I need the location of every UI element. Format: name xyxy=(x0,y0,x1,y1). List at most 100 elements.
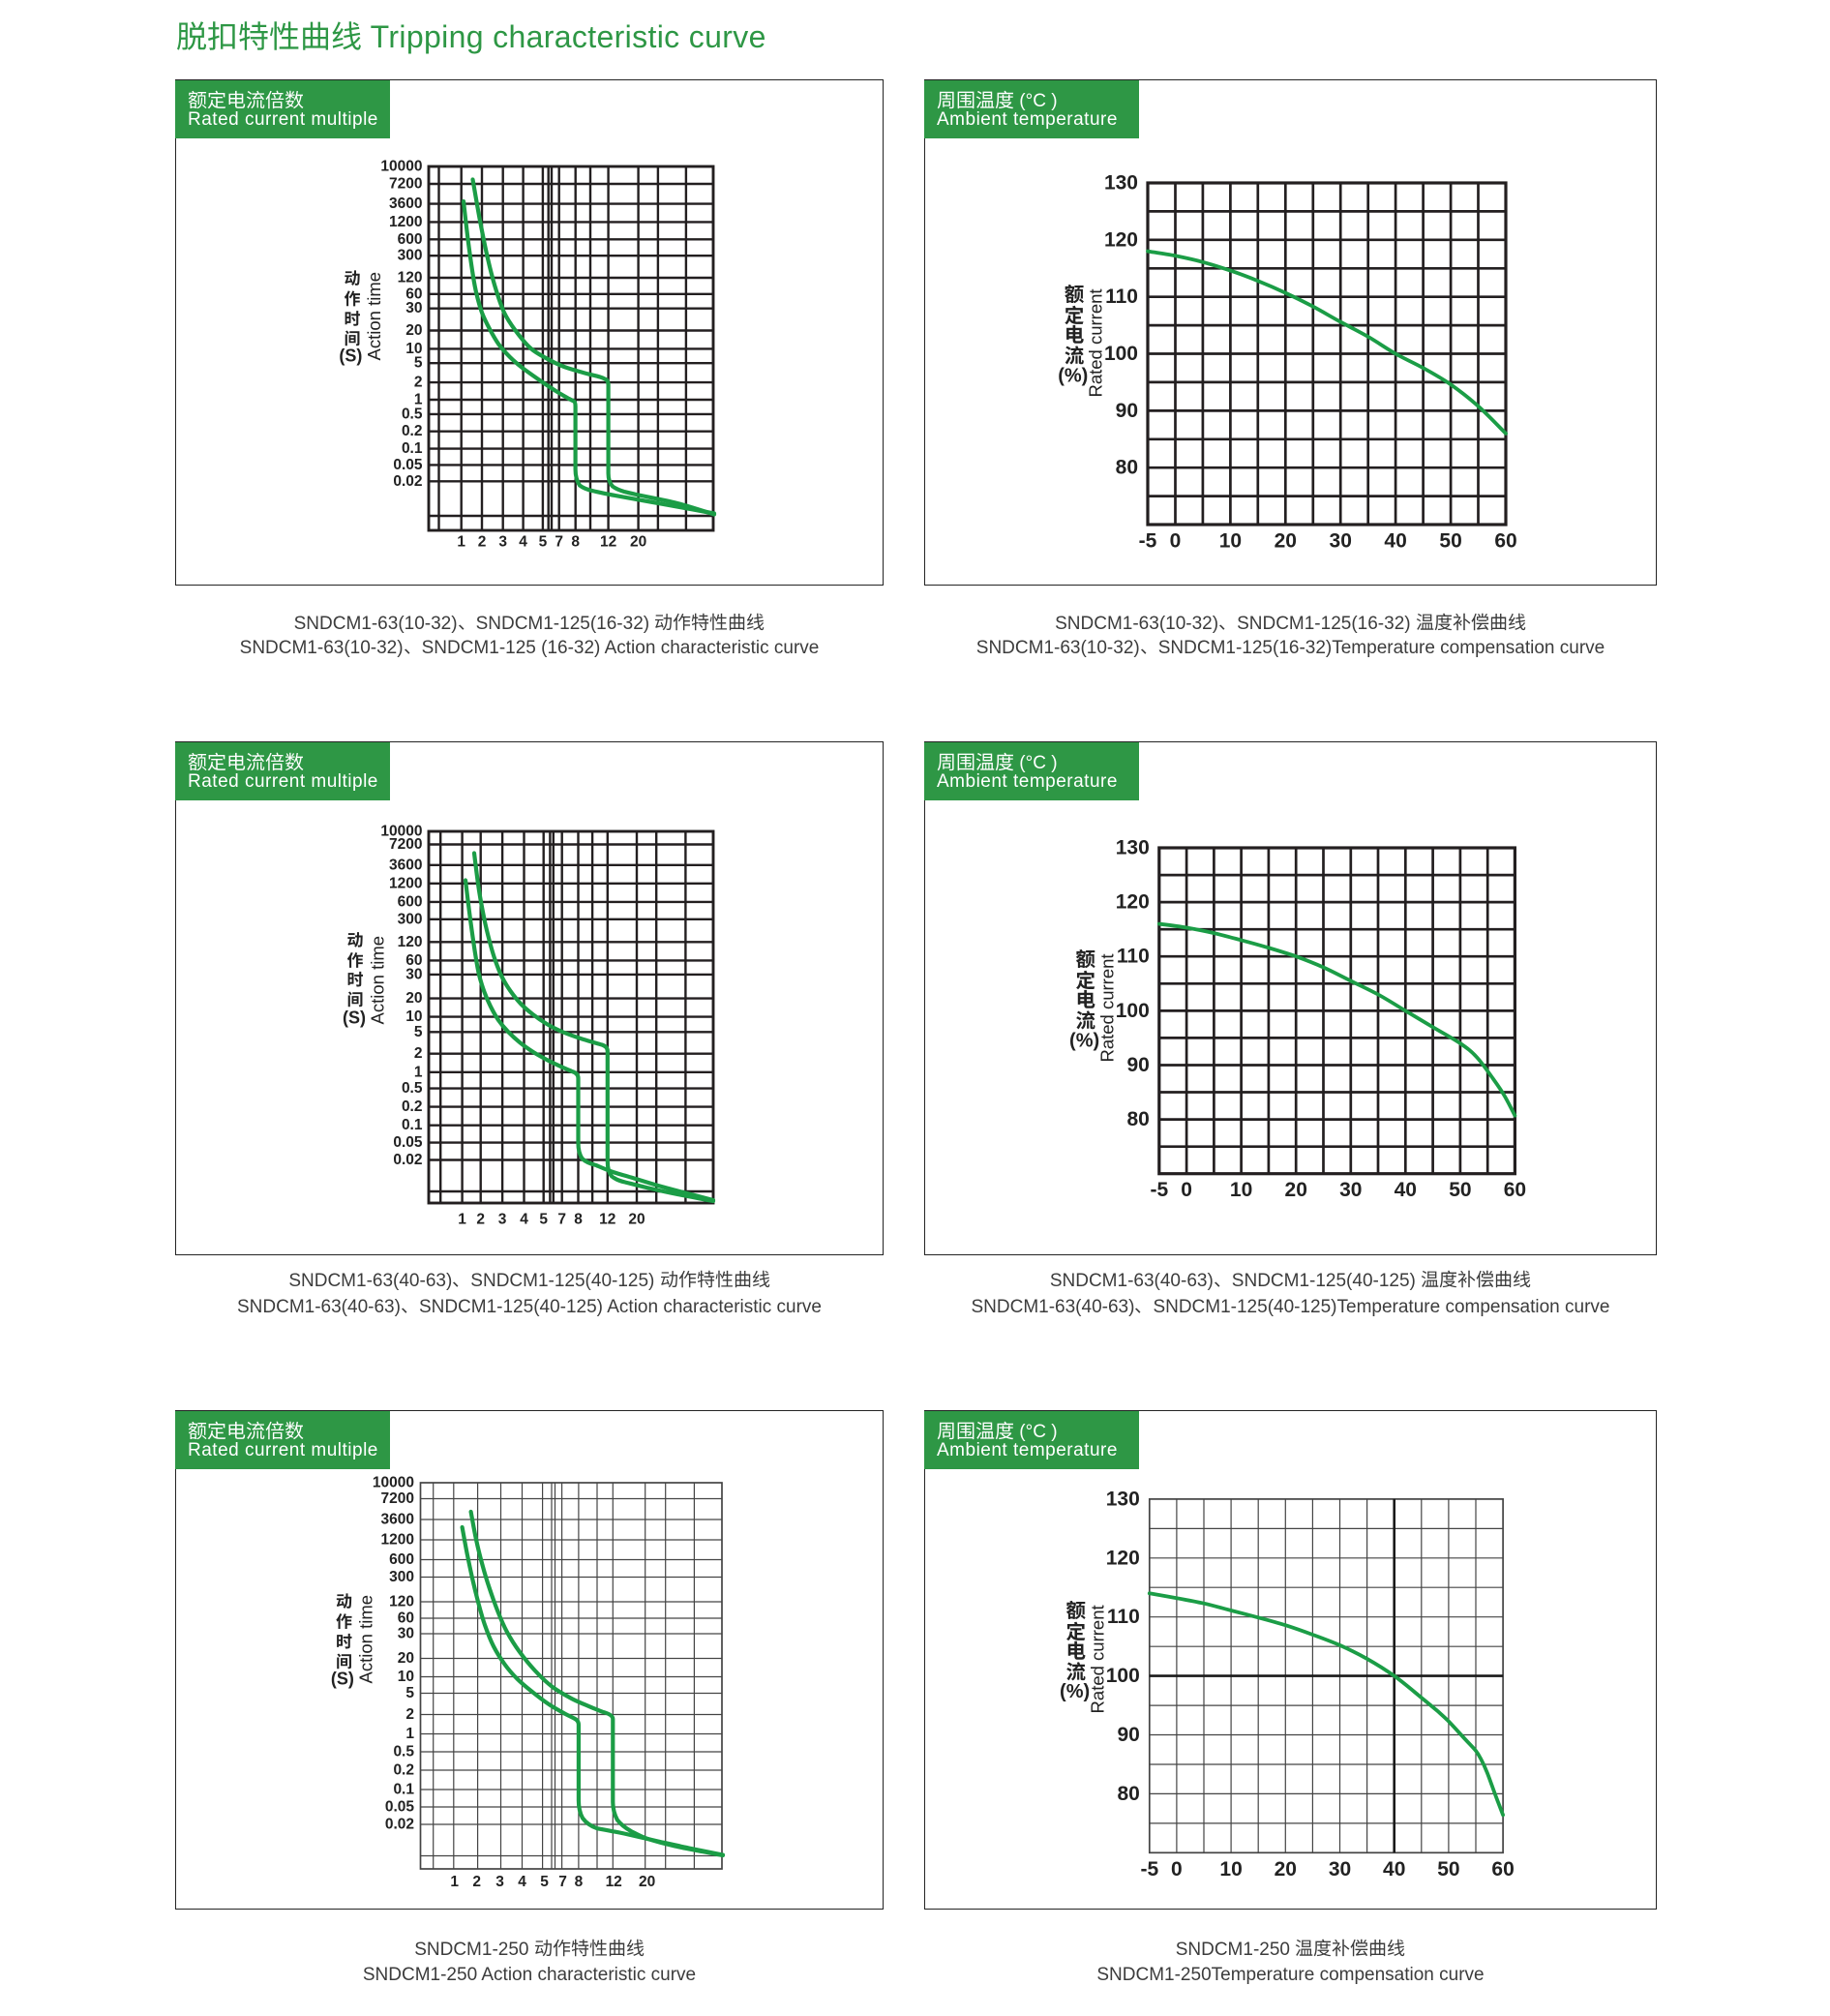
svg-text:(S): (S) xyxy=(331,1670,354,1689)
svg-text:4: 4 xyxy=(520,1212,528,1228)
svg-text:20: 20 xyxy=(639,1874,655,1890)
svg-text:3600: 3600 xyxy=(381,1512,414,1528)
svg-text:20: 20 xyxy=(1275,530,1297,553)
svg-text:2: 2 xyxy=(414,1045,423,1062)
svg-text:10000: 10000 xyxy=(373,1475,414,1491)
svg-text:(%): (%) xyxy=(1060,1681,1090,1702)
svg-text:10: 10 xyxy=(405,341,422,357)
svg-text:600: 600 xyxy=(389,1551,414,1568)
svg-text:120: 120 xyxy=(1104,228,1138,251)
svg-text:Rated current: Rated current xyxy=(1088,1605,1108,1713)
svg-text:80: 80 xyxy=(1117,1783,1139,1805)
svg-text:20: 20 xyxy=(398,1650,414,1667)
svg-text:Rated current: Rated current xyxy=(1086,288,1106,397)
svg-text:Action time: Action time xyxy=(356,1595,376,1684)
svg-text:600: 600 xyxy=(398,231,423,248)
svg-text:110: 110 xyxy=(1117,946,1150,968)
svg-text:4: 4 xyxy=(518,1874,526,1890)
svg-text:50: 50 xyxy=(1437,1858,1459,1881)
svg-text:4: 4 xyxy=(519,534,527,551)
svg-text:-5: -5 xyxy=(1139,530,1157,553)
svg-text:20: 20 xyxy=(630,534,646,551)
svg-text:2: 2 xyxy=(405,1706,414,1723)
svg-text:5: 5 xyxy=(539,534,548,551)
svg-text:5: 5 xyxy=(540,1874,549,1890)
svg-text:3: 3 xyxy=(495,1874,504,1890)
svg-text:60: 60 xyxy=(1491,1858,1514,1881)
svg-text:60: 60 xyxy=(1494,530,1516,553)
svg-text:3: 3 xyxy=(498,1212,507,1228)
svg-text:0: 0 xyxy=(1181,1179,1192,1201)
svg-text:0.05: 0.05 xyxy=(393,457,423,473)
svg-text:30: 30 xyxy=(405,300,422,316)
svg-text:2: 2 xyxy=(472,1874,481,1890)
svg-text:0.05: 0.05 xyxy=(393,1134,423,1151)
svg-text:20: 20 xyxy=(628,1212,645,1228)
svg-text:300: 300 xyxy=(389,1569,414,1585)
svg-text:7: 7 xyxy=(558,1874,567,1890)
svg-text:30: 30 xyxy=(405,966,422,982)
svg-text:1200: 1200 xyxy=(389,214,422,230)
svg-text:0.02: 0.02 xyxy=(385,1817,414,1833)
svg-text:110: 110 xyxy=(1105,286,1138,308)
svg-text:1200: 1200 xyxy=(381,1532,414,1549)
svg-text:80: 80 xyxy=(1116,457,1138,479)
svg-text:0.02: 0.02 xyxy=(393,473,422,490)
svg-text:2: 2 xyxy=(476,1212,485,1228)
svg-text:100: 100 xyxy=(1104,343,1138,365)
svg-text:1: 1 xyxy=(414,392,423,408)
svg-text:300: 300 xyxy=(398,248,423,264)
svg-text:1: 1 xyxy=(405,1726,414,1742)
svg-text:7: 7 xyxy=(555,534,563,551)
svg-text:0.2: 0.2 xyxy=(402,423,423,439)
svg-text:5: 5 xyxy=(414,1024,423,1040)
svg-text:0.1: 0.1 xyxy=(402,440,423,457)
svg-text:40: 40 xyxy=(1383,1858,1405,1881)
svg-text:10: 10 xyxy=(1230,1179,1252,1201)
svg-text:50: 50 xyxy=(1449,1179,1471,1201)
svg-text:100: 100 xyxy=(1106,1665,1140,1687)
svg-text:(%): (%) xyxy=(1058,365,1088,386)
svg-text:5: 5 xyxy=(405,1685,414,1701)
svg-text:5: 5 xyxy=(414,355,423,372)
svg-text:0.02: 0.02 xyxy=(393,1152,422,1168)
svg-text:7200: 7200 xyxy=(389,176,422,193)
svg-text:100: 100 xyxy=(1116,1000,1150,1022)
svg-text:8: 8 xyxy=(574,1212,583,1228)
svg-text:130: 130 xyxy=(1106,1488,1140,1510)
svg-text:(S): (S) xyxy=(343,1008,366,1027)
svg-text:-5: -5 xyxy=(1150,1179,1168,1201)
svg-text:60: 60 xyxy=(405,286,422,302)
svg-text:12: 12 xyxy=(599,1212,615,1228)
svg-text:1: 1 xyxy=(450,1874,459,1890)
svg-text:3: 3 xyxy=(498,534,507,551)
svg-text:1200: 1200 xyxy=(389,875,422,891)
svg-text:7: 7 xyxy=(557,1212,566,1228)
svg-text:90: 90 xyxy=(1117,1724,1139,1746)
svg-text:10: 10 xyxy=(1219,530,1242,553)
svg-text:30: 30 xyxy=(398,1626,414,1642)
svg-text:3600: 3600 xyxy=(389,857,422,873)
svg-text:40: 40 xyxy=(1384,530,1406,553)
svg-text:50: 50 xyxy=(1439,530,1461,553)
svg-text:60: 60 xyxy=(405,952,422,969)
svg-text:10: 10 xyxy=(1219,1858,1242,1881)
svg-text:90: 90 xyxy=(1126,1054,1149,1076)
svg-text:0.05: 0.05 xyxy=(385,1799,415,1816)
svg-text:120: 120 xyxy=(398,934,423,950)
svg-text:0.1: 0.1 xyxy=(393,1782,414,1798)
svg-text:1: 1 xyxy=(458,1212,466,1228)
svg-text:10000: 10000 xyxy=(380,159,422,175)
svg-text:20: 20 xyxy=(1275,1858,1297,1881)
svg-text:0: 0 xyxy=(1170,530,1182,553)
svg-text:12: 12 xyxy=(606,1874,622,1890)
svg-text:10: 10 xyxy=(398,1669,414,1685)
svg-text:(%): (%) xyxy=(1069,1030,1099,1051)
svg-text:120: 120 xyxy=(398,270,423,286)
svg-text:110: 110 xyxy=(1107,1606,1140,1628)
svg-text:Action time: Action time xyxy=(364,272,384,361)
svg-text:Action time: Action time xyxy=(368,936,388,1025)
svg-text:60: 60 xyxy=(398,1610,414,1627)
svg-text:90: 90 xyxy=(1116,400,1138,422)
svg-text:0.5: 0.5 xyxy=(402,1080,423,1097)
